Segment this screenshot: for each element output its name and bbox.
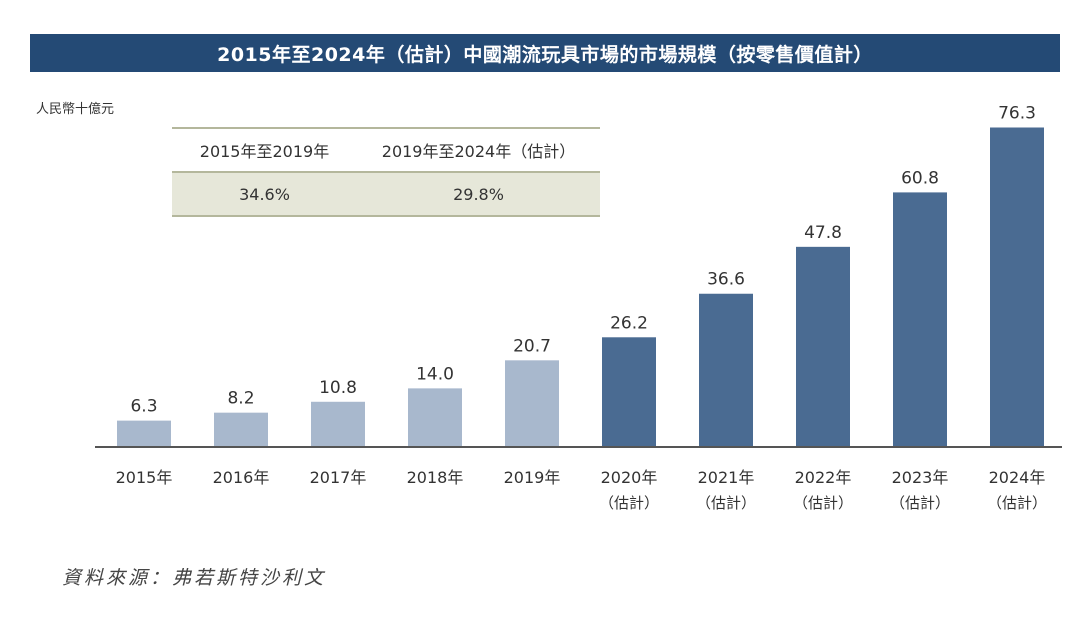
x-tick-sublabel: （估計）	[890, 494, 950, 512]
bar-2018年	[408, 388, 462, 447]
data-label: 76.3	[998, 103, 1036, 123]
bar-2024年	[990, 127, 1044, 448]
source-note: 資料來源：弗若斯特沙利文	[62, 567, 327, 589]
x-tick-sublabel: （估計）	[599, 494, 659, 512]
x-tick-label: 2017年	[310, 468, 367, 487]
cagr-table: 2015年至2019年 2019年至2024年（估計） 34.6% 29.8%	[172, 127, 600, 217]
x-tick-label: 2024年	[989, 468, 1046, 487]
x-tick-label: 2018年	[407, 468, 464, 487]
cagr-value-2019-2024: 29.8%	[453, 184, 504, 204]
data-label: 14.0	[416, 364, 454, 384]
data-label: 10.8	[319, 378, 357, 398]
cagr-header-row: 2015年至2019年 2019年至2024年（估計）	[172, 127, 600, 171]
x-tick-sublabel: （估計）	[987, 494, 1047, 512]
data-label: 47.8	[804, 223, 842, 243]
x-tick-label: 2015年	[116, 468, 173, 487]
bar-2022年	[796, 246, 850, 447]
chart-title: 2015年至2024年（估計）中國潮流玩具市場的市場規模（按零售價值計）	[30, 34, 1060, 72]
x-tick-sublabel: （估計）	[793, 494, 853, 512]
x-tick-label: 2023年	[892, 468, 949, 487]
data-label: 8.2	[227, 389, 254, 409]
bar-2017年	[311, 401, 365, 447]
x-tick-label: 2020年	[601, 468, 658, 487]
data-label: 26.2	[610, 313, 648, 333]
x-tick-label: 2022年	[795, 468, 852, 487]
data-label: 60.8	[901, 168, 939, 188]
bar-2021年	[699, 293, 753, 447]
x-tick-label: 2019年	[504, 468, 561, 487]
cagr-header-2019-2024: 2019年至2024年（估計）	[381, 142, 576, 161]
x-tick-label: 2021年	[698, 468, 755, 487]
unit-label: 人民幣十億元	[36, 102, 115, 117]
bar-2020年	[602, 337, 656, 447]
cagr-value-row: 34.6% 29.8%	[172, 171, 600, 217]
data-label: 6.3	[130, 397, 157, 417]
data-label: 20.7	[513, 336, 551, 356]
cagr-value-2015-2019: 34.6%	[239, 184, 290, 204]
bar-2019年	[505, 360, 559, 447]
bar-2015年	[117, 420, 171, 447]
data-label: 36.6	[707, 270, 745, 290]
x-tick-label: 2016年	[213, 468, 270, 487]
cagr-header-2015-2019: 2015年至2019年	[199, 142, 330, 161]
bar-2023年	[893, 192, 947, 447]
bar-2016年	[214, 412, 268, 447]
x-tick-sublabel: （估計）	[696, 494, 756, 512]
